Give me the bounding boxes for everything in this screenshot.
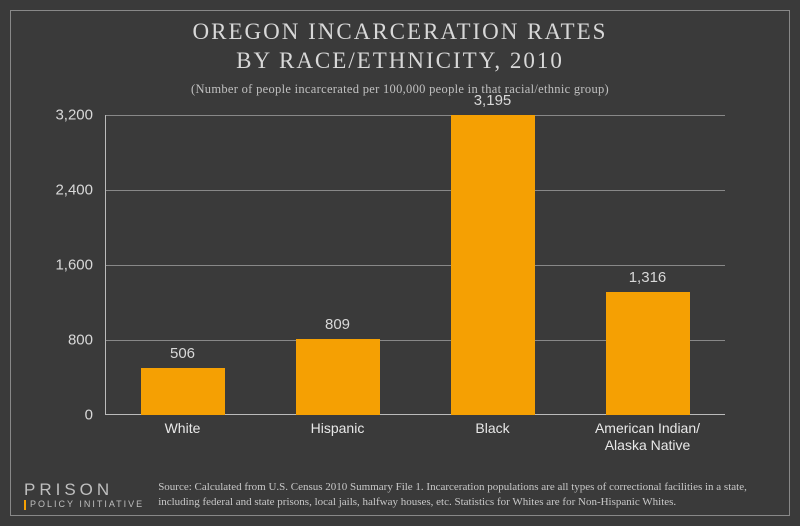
y-tick-label: 2,400 bbox=[55, 182, 93, 199]
footer: PRISON POLICY INITIATIVE Source: Calcula… bbox=[24, 480, 776, 510]
bar-slot: 1,316 bbox=[570, 269, 725, 415]
bar-value-label: 809 bbox=[325, 316, 350, 333]
bar-slot: 506 bbox=[105, 345, 260, 415]
logo-bottom: POLICY INITIATIVE bbox=[24, 500, 144, 509]
logo-top: PRISON bbox=[24, 481, 144, 499]
bar-value-label: 1,316 bbox=[629, 269, 667, 286]
bar-slot: 3,195 bbox=[415, 92, 570, 415]
bar bbox=[141, 368, 225, 415]
x-axis-labels: WhiteHispanicBlackAmerican Indian/ Alask… bbox=[105, 420, 725, 454]
bars-container: 5068093,1951,316 bbox=[105, 115, 725, 415]
y-tick-label: 800 bbox=[68, 332, 93, 349]
bar-slot: 809 bbox=[260, 316, 415, 415]
bar-value-label: 3,195 bbox=[474, 92, 512, 109]
y-tick-label: 3,200 bbox=[55, 107, 93, 124]
bar bbox=[451, 115, 535, 415]
x-tick-label: White bbox=[105, 420, 260, 454]
y-tick-label: 1,600 bbox=[55, 257, 93, 274]
bar-value-label: 506 bbox=[170, 345, 195, 362]
chart-area: 08001,6002,4003,200 5068093,1951,316 bbox=[105, 115, 725, 415]
y-tick-label: 0 bbox=[85, 407, 93, 424]
bar bbox=[606, 292, 690, 415]
x-tick-label: Hispanic bbox=[260, 420, 415, 454]
logo: PRISON POLICY INITIATIVE bbox=[24, 481, 144, 510]
source-text: Source: Calculated from U.S. Census 2010… bbox=[158, 480, 776, 510]
x-tick-label: Black bbox=[415, 420, 570, 454]
bar bbox=[296, 339, 380, 415]
x-tick-label: American Indian/ Alaska Native bbox=[570, 420, 725, 454]
